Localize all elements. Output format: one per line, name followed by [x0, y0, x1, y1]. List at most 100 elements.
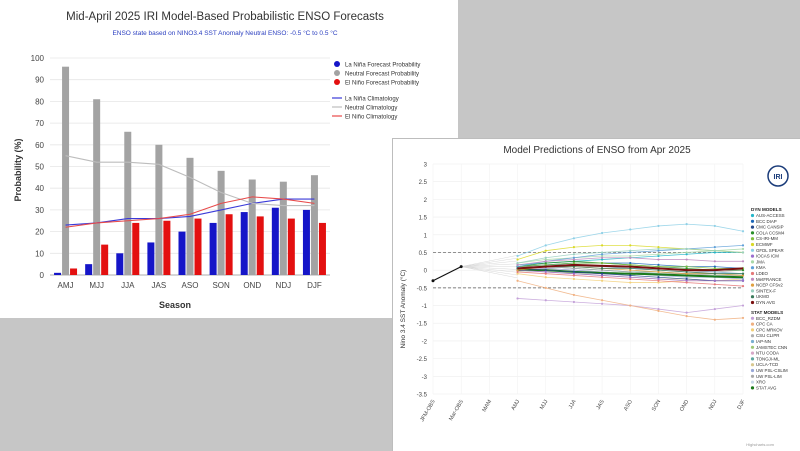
legend-marker	[750, 386, 755, 390]
model-predictions-panel: Model Predictions of ENSO from Apr 2025 …	[392, 138, 800, 451]
y-tick-label: 60	[35, 141, 44, 150]
model-point	[516, 297, 519, 300]
model-point	[572, 260, 576, 263]
legend-label: CPC MRKOV	[756, 327, 783, 332]
legend-label: IOCAS ICM	[756, 254, 779, 259]
climatology-line	[65, 155, 315, 207]
x-tick-label: AMJ	[511, 399, 522, 412]
probabilistic-enso-forecast-chart: Mid-April 2025 IRI Model-Based Probabili…	[13, 11, 420, 310]
x-tick-label: SON	[651, 399, 662, 412]
x-tick-label: OND	[679, 399, 690, 413]
legend-label: STAT AVG	[756, 385, 777, 390]
model-point	[657, 247, 660, 251]
legend-label: UW PSL-CSLIM	[756, 368, 788, 373]
y-tick-label: 20	[35, 228, 44, 237]
plume-guide-line	[461, 266, 518, 279]
bar-la	[85, 264, 93, 275]
y-tick-label: 10	[35, 249, 44, 258]
legend-marker	[750, 316, 755, 320]
legend-label: JMA	[756, 259, 765, 264]
bar-neutral	[62, 66, 70, 276]
legend-marker	[750, 254, 755, 258]
chart2-title: Model Predictions of ENSO from Apr 2025	[503, 145, 691, 156]
legend-label: Neutral Climatology	[345, 106, 397, 112]
y-tick-label: -2.5	[417, 357, 428, 363]
legend-marker	[750, 248, 755, 252]
legend-marker	[750, 289, 755, 293]
model-point	[572, 300, 576, 304]
model-point	[657, 265, 660, 268]
y-tick-label: 0	[40, 271, 45, 280]
bar-neutral	[279, 181, 287, 275]
model-point	[741, 304, 745, 307]
legend-marker	[334, 70, 340, 76]
model-point	[657, 277, 660, 281]
legend-marker	[750, 277, 755, 281]
bar-neutral	[310, 175, 318, 275]
model-point	[544, 261, 547, 265]
model-point	[657, 309, 660, 312]
legend-label: TONGJI-ML	[756, 356, 780, 361]
legend-label: CMC CANSIP	[756, 225, 784, 230]
model-point	[629, 256, 632, 259]
model-point	[685, 265, 688, 268]
legend-marker	[750, 260, 755, 264]
x-tick-label: ASO	[623, 398, 634, 412]
model-point	[685, 267, 688, 270]
legend-label: JAMSTEC CNN	[756, 345, 787, 350]
model-point	[600, 299, 604, 302]
model-point	[572, 253, 576, 256]
model-point	[657, 307, 660, 311]
bar-el	[256, 216, 264, 275]
model-point	[600, 256, 604, 259]
model-point	[600, 261, 604, 265]
legend-marker	[750, 213, 755, 218]
legend-label: NCEP CFSv2	[756, 283, 783, 288]
model-point	[713, 270, 716, 274]
y-tick-label: -1	[422, 304, 428, 310]
model-point	[544, 299, 547, 302]
legend-marker	[750, 374, 755, 378]
legend-label: El Niño Forecast Probability	[345, 81, 419, 87]
model-point	[741, 260, 745, 263]
bar-neutral	[217, 170, 225, 275]
y-tick-label: 2	[424, 198, 428, 204]
y-tick-label: 1.5	[419, 216, 428, 222]
model-point	[657, 279, 660, 282]
model-point	[685, 315, 688, 318]
model-point	[741, 244, 745, 247]
legend-label: GFDL SPEAR	[756, 248, 784, 253]
legend-label: UKMO	[756, 294, 770, 299]
model-point	[544, 276, 547, 279]
y-tick-label: 0.5	[419, 251, 428, 257]
model-point	[629, 254, 632, 258]
model-point	[713, 251, 716, 254]
legend-marker	[750, 266, 755, 270]
model-point	[685, 276, 688, 279]
x-tick-label: JAS	[152, 281, 167, 290]
model-point	[572, 269, 576, 272]
bar-el	[318, 222, 326, 275]
model-point	[544, 270, 547, 274]
legend-stat-header: STAT MODELS	[751, 310, 783, 315]
legend-label: BCC DIAP	[756, 219, 777, 224]
legend-label: KMA	[756, 265, 766, 270]
x-tick-label: Mar-OBS	[448, 399, 465, 422]
model-point	[516, 269, 519, 272]
legend-marker	[750, 242, 755, 247]
legend-marker	[750, 368, 755, 373]
iri-logo: IRI	[767, 165, 789, 187]
model-point	[600, 267, 604, 270]
model-point	[544, 272, 547, 275]
model-point	[685, 223, 688, 226]
model-point	[544, 258, 547, 261]
y-tick-label: 80	[35, 97, 44, 106]
model-point	[572, 261, 576, 265]
model-point	[629, 276, 632, 279]
model-point	[629, 251, 632, 254]
model-point	[600, 258, 604, 261]
x-tick-label: JJA	[568, 399, 578, 410]
y-tick-label: 50	[35, 163, 44, 172]
legend-label: COLA CCSM4	[756, 230, 785, 235]
legend-marker	[750, 339, 755, 344]
